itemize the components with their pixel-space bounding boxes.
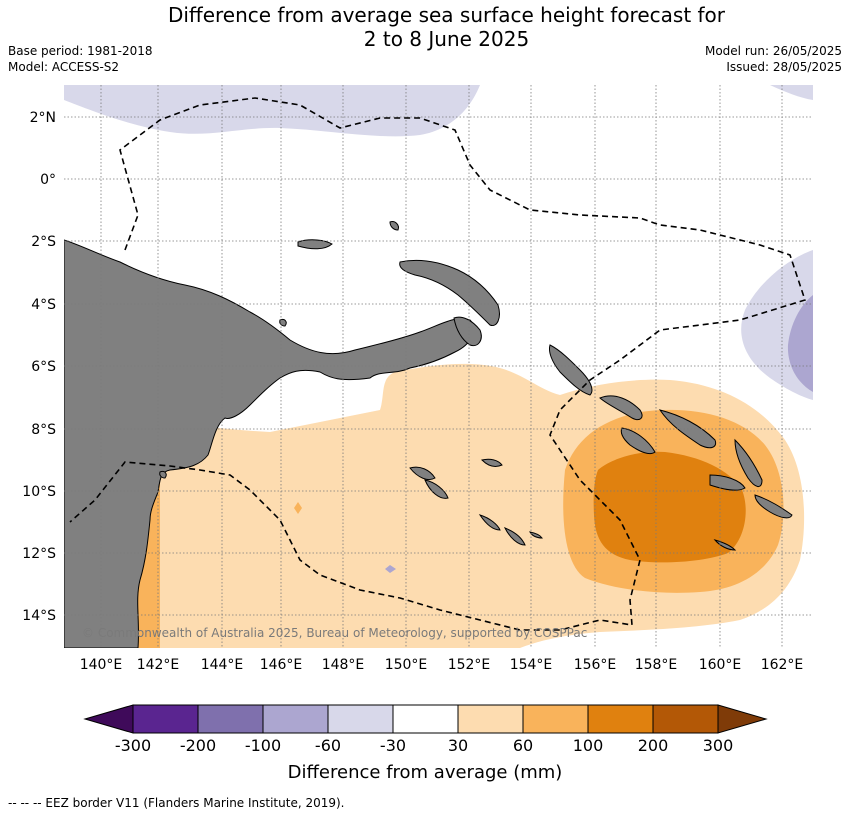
lat-label: 12°S bbox=[22, 546, 56, 562]
colorbar-segment bbox=[522, 704, 589, 734]
issued-date: Issued: 28/05/2025 bbox=[726, 60, 842, 74]
louisiade-island-1 bbox=[478, 514, 501, 531]
lon-label: 146°E bbox=[260, 657, 303, 673]
lat-label: 8°S bbox=[31, 422, 56, 438]
new-guinea-landmass bbox=[64, 239, 475, 648]
colorbar-tick-label: 60 bbox=[513, 736, 533, 755]
bougainville-island bbox=[549, 344, 593, 396]
colorbar-segment bbox=[327, 704, 394, 734]
lon-label: 158°E bbox=[635, 657, 678, 673]
meta-right: Model run: 26/05/2025 Issued: 28/05/2025 bbox=[705, 43, 842, 75]
lon-label: 140°E bbox=[80, 657, 123, 673]
lon-label: 150°E bbox=[385, 657, 428, 673]
land-masses bbox=[64, 221, 793, 648]
rossel-island bbox=[529, 531, 543, 539]
model-run: Model run: 26/05/2025 bbox=[704, 44, 842, 58]
solomon-islands-group-1 bbox=[599, 395, 643, 421]
colorbar-segment bbox=[392, 704, 459, 734]
colorbar-tick-label: 200 bbox=[638, 736, 669, 755]
colorbar-tick-label: 30 bbox=[448, 736, 468, 755]
solomon-islands-group-5 bbox=[709, 474, 746, 491]
graticule-grid bbox=[64, 85, 813, 648]
lon-label: 144°E bbox=[201, 657, 244, 673]
torres-strait-island bbox=[159, 471, 167, 479]
chart-title: Difference from average sea surface heig… bbox=[0, 3, 850, 51]
title-line-2: 2 to 8 June 2025 bbox=[363, 27, 530, 51]
makira-island bbox=[754, 494, 793, 519]
anomaly-region-north-negative bbox=[64, 85, 480, 137]
trobriand-island bbox=[481, 458, 503, 467]
lon-label: 152°E bbox=[448, 657, 491, 673]
lon-label: 156°E bbox=[574, 657, 617, 673]
lat-label: 10°S bbox=[22, 484, 56, 500]
colorbar-tick-label: -200 bbox=[180, 736, 216, 755]
colorbar-segment bbox=[652, 704, 719, 734]
anomaly-region-positive-100 bbox=[593, 451, 746, 563]
eez-border bbox=[69, 97, 807, 631]
colorbar: -300 -200 -100 -60 -30 30 60 100 200 300… bbox=[83, 704, 768, 783]
latitude-labels: 2°N 0° 2°S 4°S 6°S 8°S 10°S 12°S 14°S bbox=[22, 110, 56, 624]
solomon-islands-group-3 bbox=[620, 427, 656, 455]
longitude-labels: 140°E 142°E 144°E 146°E 148°E 150°E 152°… bbox=[80, 657, 804, 673]
lat-label: 2°S bbox=[31, 234, 56, 250]
colorbar-segment bbox=[132, 704, 199, 734]
model-name: Model: ACCESS-S2 bbox=[8, 60, 120, 74]
lat-label: 2°N bbox=[30, 110, 56, 126]
colorbar-extend-high bbox=[717, 704, 768, 734]
anomaly-region-northeast-negative bbox=[770, 85, 813, 100]
lon-label: 142°E bbox=[137, 657, 180, 673]
new-britain-island bbox=[399, 259, 500, 327]
bismarck-islet-1 bbox=[389, 221, 399, 231]
colorbar-segment bbox=[457, 704, 524, 734]
meta-left: Base period: 1981-2018 Model: ACCESS-S2 bbox=[8, 43, 153, 75]
colorbar-segment bbox=[262, 704, 329, 734]
lat-label: 6°S bbox=[31, 359, 56, 375]
colorbar-segment bbox=[587, 704, 654, 734]
anomaly-region-east-strong-negative bbox=[787, 295, 813, 392]
base-period: Base period: 1981-2018 bbox=[8, 44, 153, 58]
lat-label: 4°S bbox=[31, 297, 56, 313]
colorbar-tick-label: 100 bbox=[573, 736, 604, 755]
louisiade-island-2 bbox=[503, 527, 526, 546]
colorbar-tick-label: -100 bbox=[245, 736, 281, 755]
anomaly-region-small-positive bbox=[294, 502, 302, 514]
lon-label: 160°E bbox=[699, 657, 742, 673]
colorbar-segment bbox=[197, 704, 264, 734]
lon-label: 148°E bbox=[322, 657, 365, 673]
map-area: © Commonwealth of Australia 2025, Bureau… bbox=[64, 85, 813, 648]
lon-label: 154°E bbox=[510, 657, 553, 673]
manus-island bbox=[297, 239, 333, 250]
colorbar-title: Difference from average (mm) bbox=[288, 762, 563, 783]
colorbar-extend-low bbox=[83, 704, 134, 734]
anomaly-region-small-negative bbox=[385, 565, 396, 573]
new-ireland-island bbox=[453, 316, 482, 347]
eez-legend-note: -- -- -- EEZ border V11 (Flanders Marine… bbox=[8, 796, 345, 810]
title-line-1: Difference from average sea surface heig… bbox=[167, 3, 726, 27]
copyright-text: © Commonwealth of Australia 2025, Bureau… bbox=[82, 626, 587, 640]
lat-label: 14°S bbox=[22, 608, 56, 624]
colorbar-tick-label: 300 bbox=[703, 736, 734, 755]
colorbar-tick-label: -300 bbox=[115, 736, 151, 755]
solomon-islands-group-4 bbox=[734, 438, 763, 487]
d-entrecasteaux-island-2 bbox=[424, 479, 449, 499]
colorbar-tick-label: -60 bbox=[315, 736, 341, 755]
lat-label: 0° bbox=[40, 172, 56, 188]
colorbar-tick-label: -30 bbox=[380, 736, 406, 755]
lon-label: 162°E bbox=[761, 657, 804, 673]
d-entrecasteaux-island-1 bbox=[409, 466, 436, 481]
